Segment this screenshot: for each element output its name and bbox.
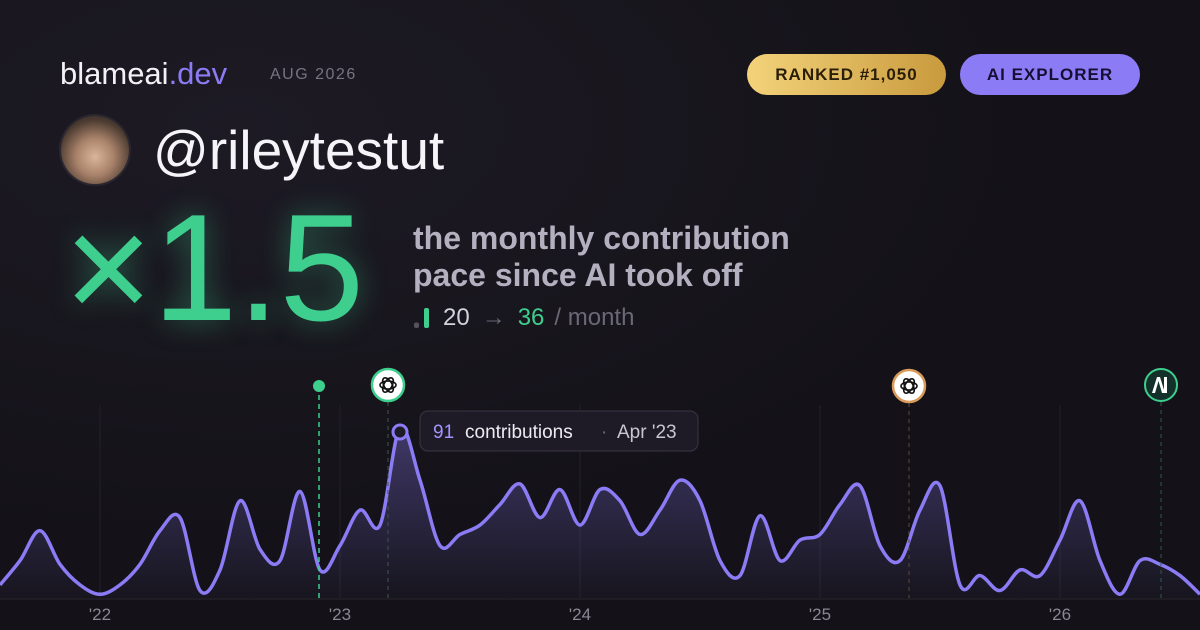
area	[0, 426, 1200, 598]
pace-bar-after	[424, 308, 429, 328]
period: AUG 2026	[270, 66, 357, 83]
event-markers	[313, 367, 1178, 598]
avatar	[61, 116, 129, 184]
x-tick-label: '25	[809, 605, 831, 624]
tooltip-value: 91	[433, 422, 454, 443]
pace: 20 → 36 / month	[413, 303, 634, 333]
tooltip-label: contributions	[465, 422, 573, 443]
ai-start-dot	[313, 380, 325, 392]
rank-badge: RANKED #1,050	[747, 54, 946, 95]
pace-bar-before	[414, 322, 419, 328]
tier-badge: AI EXPLORER	[960, 54, 1140, 95]
tooltip-point	[391, 423, 409, 441]
pace-arrow: →	[481, 304, 506, 331]
tooltip-box	[419, 410, 699, 452]
brand: blameai.dev	[60, 56, 227, 92]
x-tick-label: '26	[1049, 605, 1071, 624]
openai-icon	[891, 368, 927, 404]
tooltip-date: Apr '23	[617, 422, 677, 443]
multiplier: ×1.5	[64, 183, 365, 353]
pace-icon	[414, 308, 429, 328]
tooltip-sep: ·	[601, 422, 607, 443]
x-tick-label: '23	[329, 605, 351, 624]
brand-name: blameai	[60, 56, 169, 91]
pace-after: 36	[517, 304, 545, 331]
x-tick-label: '22	[89, 605, 111, 624]
caption-line: pace since AI took off	[413, 257, 743, 293]
brand-suffix: .dev	[168, 56, 228, 91]
tooltip: 91 contributions · Apr '23	[391, 410, 699, 452]
caption-line: the monthly contribution	[413, 220, 790, 256]
caption: the monthly contribution pace since AI to…	[413, 220, 790, 294]
openai-icon	[370, 367, 406, 403]
pace-unit: / month	[554, 304, 635, 331]
pace-before: 20	[443, 304, 470, 331]
x-tick-label: '24	[569, 605, 591, 624]
anthropic-icon	[1144, 368, 1178, 402]
line	[0, 425, 1200, 597]
username: @rileytestut	[153, 119, 445, 181]
